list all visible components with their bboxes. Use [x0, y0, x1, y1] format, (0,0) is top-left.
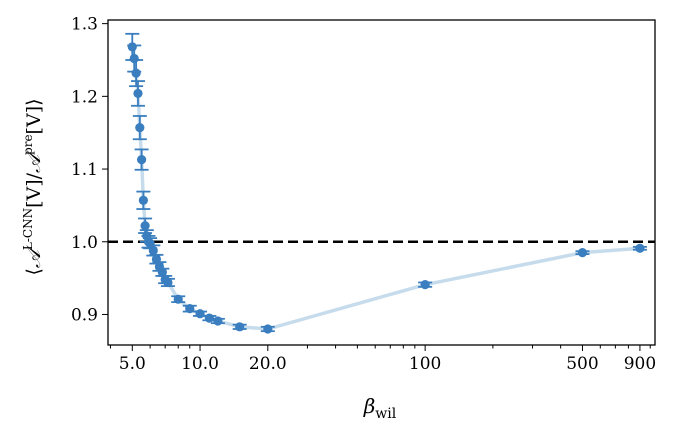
point-marker: [131, 68, 141, 78]
point-marker: [173, 294, 183, 304]
y-label-mid: [V]/: [23, 172, 45, 208]
y-label-sup2: pre: [21, 134, 35, 155]
y-tick-label: 0.9: [71, 305, 98, 325]
y-label-sup1: L-CNN: [21, 208, 35, 250]
y-tick-label: 1.0: [71, 233, 98, 253]
point-marker: [148, 245, 158, 256]
data-point: [134, 148, 149, 171]
point-marker: [137, 154, 147, 165]
x-tick-label: 900: [624, 354, 656, 374]
y-label-open: ⟨: [23, 268, 45, 275]
x-axis-label-symbol: β: [363, 394, 376, 418]
y-axis-label: ⟨𝒜L-CNN[V]/𝒜pre[V]⟩: [21, 98, 45, 275]
point-marker: [157, 267, 167, 277]
data-point: [160, 277, 175, 288]
data-point: [132, 115, 147, 141]
point-marker: [135, 123, 145, 133]
point-marker: [195, 309, 205, 319]
y-tick-label: 1.3: [71, 15, 98, 35]
data-point: [130, 80, 145, 107]
x-tick-label: 100: [409, 354, 441, 374]
point-marker: [138, 195, 148, 205]
data-point: [632, 243, 647, 253]
x-axis-label: βwil: [363, 394, 397, 422]
data-point: [129, 59, 144, 88]
data-point: [418, 280, 433, 290]
point-marker: [263, 324, 273, 334]
x-axis-ticks: 5.0 10.0 20.0 100 500 900: [109, 345, 656, 374]
data-point: [136, 190, 151, 210]
data-point: [232, 322, 247, 332]
trend-line: [130, 46, 641, 331]
point-marker: [185, 304, 195, 314]
point-marker: [204, 313, 214, 323]
data-point: [260, 324, 275, 334]
y-label-close: [V]⟩: [23, 98, 45, 134]
point-marker: [127, 42, 137, 52]
data-point: [171, 294, 186, 304]
x-tick-label: 5.0: [119, 354, 146, 374]
point-marker: [140, 221, 150, 231]
y-tick-label: 1.2: [71, 87, 98, 107]
data-points: [125, 32, 647, 334]
x-tick-label: 20.0: [249, 354, 287, 374]
data-point: [202, 313, 217, 323]
y-axis-ticks: 0.9 1.0 1.1 1.2 1.3: [71, 15, 108, 325]
point-marker: [163, 277, 173, 288]
point-marker: [133, 88, 143, 99]
data-point: [210, 316, 225, 326]
y-tick-label: 1.1: [71, 160, 98, 180]
point-marker: [420, 280, 430, 290]
point-marker: [635, 243, 645, 253]
data-point: [575, 248, 590, 258]
point-marker: [577, 248, 588, 258]
plot-frame: [107, 19, 656, 346]
point-marker: [213, 316, 223, 326]
x-tick-label: 10.0: [181, 354, 219, 374]
point-marker: [129, 53, 139, 64]
x-tick-label: 500: [566, 354, 598, 374]
point-marker: [235, 322, 245, 332]
trend-polyline: [130, 46, 641, 331]
x-axis-label-subscript: wil: [375, 406, 396, 422]
